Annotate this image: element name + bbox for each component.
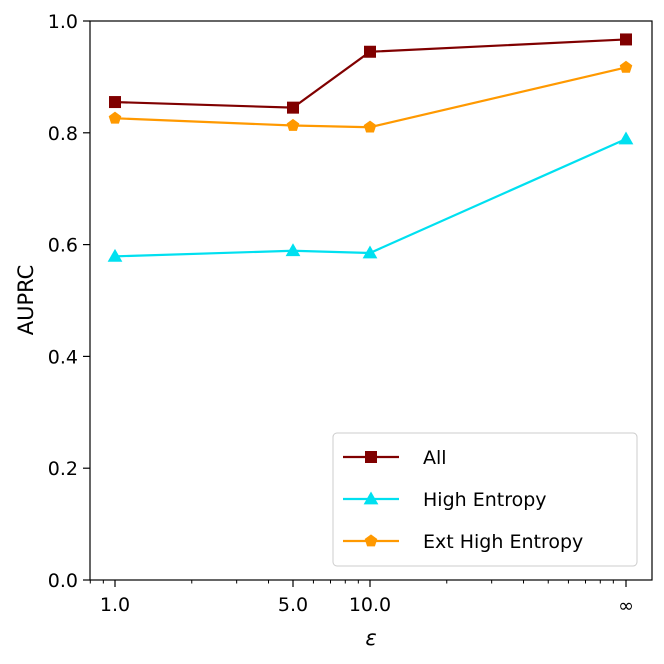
y-tick-label: 1.0 [48, 11, 78, 33]
y-tick-label: 0.4 [48, 346, 78, 368]
legend-label: All [423, 447, 447, 469]
data-point [108, 111, 122, 124]
legend-item: All [343, 447, 447, 469]
series-all [109, 33, 632, 114]
series-high-entropy [107, 131, 634, 262]
x-tick-label: 10.0 [349, 594, 391, 616]
data-point [109, 96, 121, 109]
data-point [619, 60, 633, 73]
data-point [618, 131, 634, 145]
legend-item: High Entropy [343, 489, 547, 511]
series-ext-high-entropy [108, 60, 633, 133]
y-tick-label: 0.8 [48, 123, 78, 145]
x-axis-ticks: 1.0 5.0 10.0 ∞ [100, 580, 634, 617]
y-axis-ticks: 0.0 0.2 0.4 0.6 0.8 1.0 [48, 11, 90, 592]
series-line [114, 38, 627, 109]
legend-item: Ext High Entropy [343, 531, 583, 553]
data-point [620, 33, 632, 46]
legend: All High Entropy Ext High Entropy [332, 432, 638, 567]
data-point [363, 120, 377, 133]
legend-marker [363, 491, 379, 505]
legend-marker [365, 451, 377, 463]
data-point [364, 45, 376, 58]
x-axis-label: ε [365, 626, 376, 650]
data-point [107, 248, 123, 262]
data-point [285, 243, 301, 257]
y-tick-label: 0.2 [48, 458, 78, 480]
legend-box [332, 432, 638, 567]
x-tick-label: ∞ [618, 595, 634, 617]
x-tick-label: 5.0 [278, 594, 308, 616]
legend-label: Ext High Entropy [423, 531, 583, 553]
y-axis-label: AUPRC [14, 265, 38, 336]
data-point [362, 245, 378, 259]
data-point [286, 118, 300, 131]
x-tick-label: 1.0 [100, 594, 130, 616]
data-point [287, 101, 299, 114]
legend-marker [364, 534, 378, 547]
legend-label: High Entropy [423, 489, 547, 511]
y-tick-label: 0.0 [48, 570, 78, 592]
series-line [114, 66, 627, 129]
plot-series [107, 33, 634, 262]
plot-area-frame [89, 20, 653, 581]
y-tick-label: 0.6 [48, 235, 78, 257]
series-line [114, 137, 627, 258]
